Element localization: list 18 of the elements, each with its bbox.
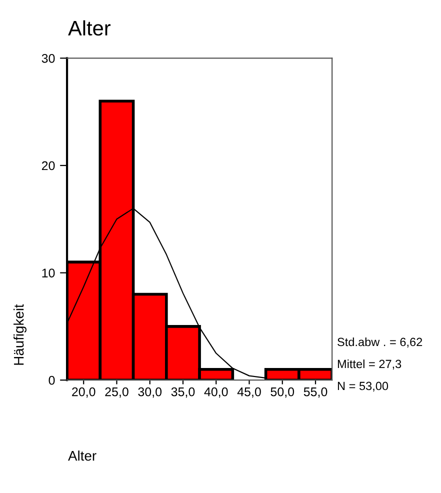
x-axis-title: Alter [68,450,96,461]
text: N = 53,00 [338,382,388,392]
y-tick-label: 0 [48,376,55,385]
x-tick-label: 40,0 [204,387,228,398]
x-tick-label: 55,0 [304,387,328,398]
x-tick-label: 35,0 [171,387,195,398]
y-axis-title: Häufigkeit [14,304,26,365]
text: Std.abw . = 6,62 [338,337,422,348]
x-tick-label: 50,0 [270,387,294,398]
x-tick-label: 20,0 [72,387,96,398]
x-tick-label: 45,0 [237,387,261,398]
y-tick-label: 30 [42,54,55,63]
y-tick-label: 10 [42,268,55,278]
chart-title: Alter [68,20,110,36]
x-tick-label: 30,0 [138,387,162,398]
y-tick-label: 20 [42,161,55,170]
text: Mittel = 27,3 [338,359,402,370]
x-tick-label: 25,0 [105,387,128,398]
